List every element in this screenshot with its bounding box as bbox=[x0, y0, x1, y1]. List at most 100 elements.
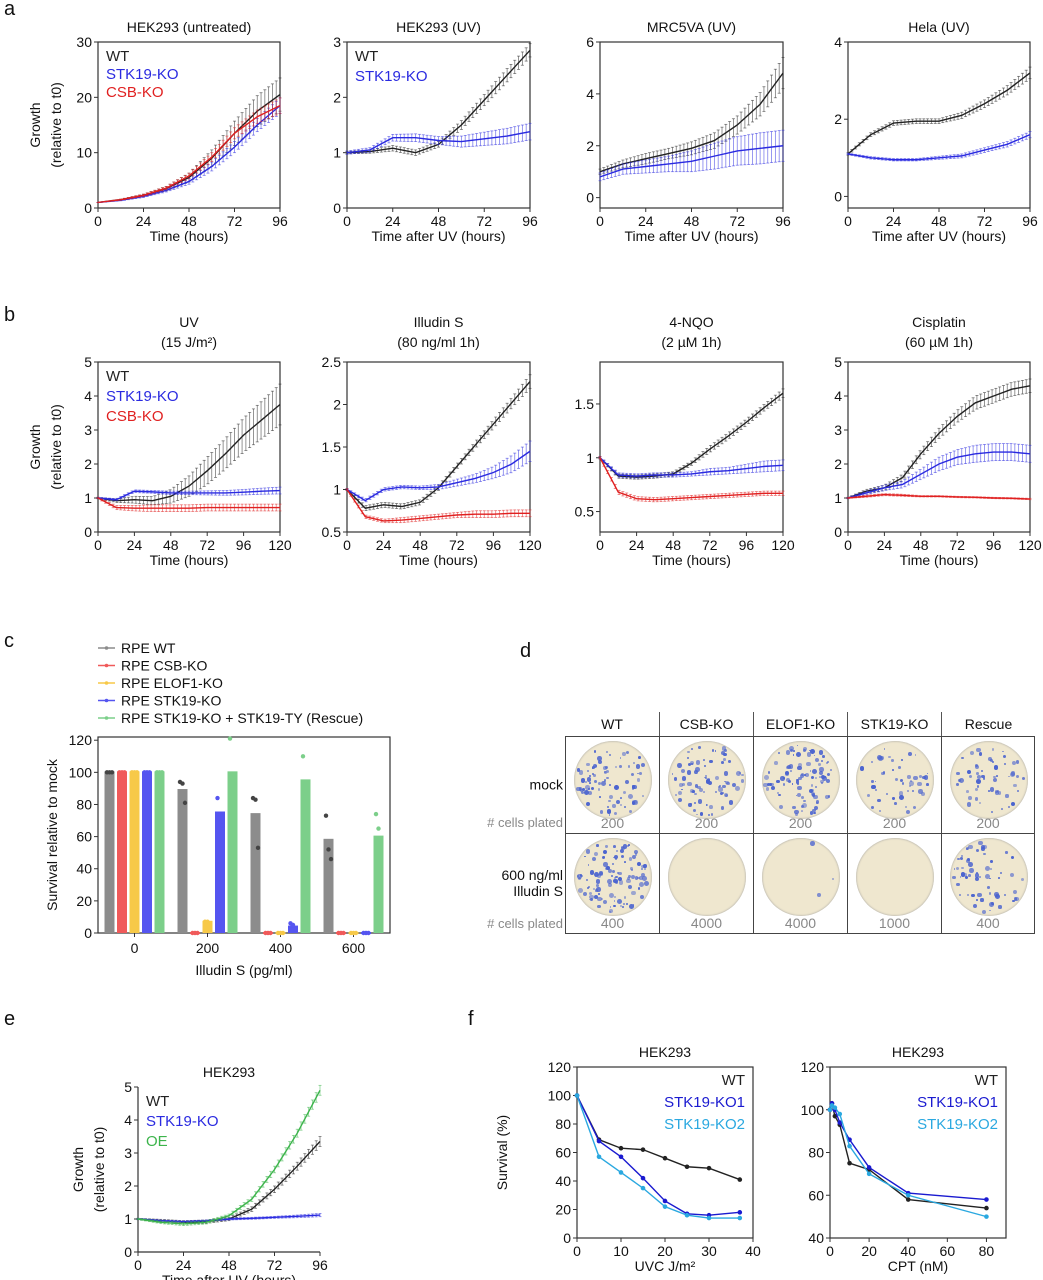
data-point bbox=[984, 1214, 989, 1219]
x-tick-label: 120 bbox=[268, 537, 292, 553]
data-point bbox=[662, 1204, 668, 1209]
colony bbox=[597, 759, 603, 764]
data-point bbox=[905, 1192, 911, 1198]
colony bbox=[785, 749, 791, 755]
culture-plate bbox=[574, 741, 652, 819]
chart-c: 0 20 40 60 80 100 120 0 200 400 600 RPE WT RPE CSB-K… bbox=[44, 640, 391, 978]
x-tick-label: 48 bbox=[412, 537, 428, 553]
colony bbox=[615, 785, 618, 787]
colony bbox=[895, 777, 899, 781]
colony bbox=[586, 801, 591, 807]
colony bbox=[982, 777, 985, 780]
colony bbox=[904, 805, 907, 809]
series-line bbox=[137, 1089, 321, 1225]
colony bbox=[796, 779, 799, 782]
y-axis-label: Growth bbox=[27, 424, 43, 469]
bar bbox=[300, 780, 311, 933]
y-axis-label: (relative to t0) bbox=[48, 404, 64, 490]
colony bbox=[992, 903, 994, 906]
colony bbox=[814, 757, 819, 763]
series-line bbox=[576, 1095, 741, 1181]
colony bbox=[968, 844, 973, 850]
colony bbox=[981, 774, 985, 779]
colony bbox=[613, 812, 617, 816]
y-tick-label: 30 bbox=[76, 34, 92, 50]
y-axis-label: (relative to t0) bbox=[91, 1127, 107, 1213]
colony bbox=[926, 783, 929, 787]
colony bbox=[808, 749, 811, 752]
colony bbox=[616, 871, 619, 875]
y-tick-label: 120 bbox=[69, 732, 93, 748]
chart-e: 0 1 2 3 4 5 0 24 48 72 96 WT STK19-KO OE HEK293 Time af… bbox=[70, 1064, 328, 1280]
data-point bbox=[905, 1197, 911, 1202]
x-axis-label: Time (hours) bbox=[652, 552, 731, 568]
corner-cell bbox=[500, 712, 565, 736]
data-point bbox=[847, 1160, 852, 1166]
colony bbox=[636, 861, 642, 866]
colony bbox=[617, 876, 623, 882]
replicate-point bbox=[280, 930, 286, 936]
series-stk19-ko bbox=[345, 122, 532, 155]
colony bbox=[681, 788, 683, 791]
condition-line: mock bbox=[529, 776, 563, 793]
colony bbox=[894, 802, 897, 805]
series-stk19-ko bbox=[598, 129, 785, 182]
colony bbox=[1000, 872, 1003, 875]
colony bbox=[818, 771, 823, 776]
colony bbox=[883, 748, 886, 751]
legend-label: RPE STK19-KO bbox=[121, 693, 221, 709]
series-line bbox=[576, 1095, 740, 1219]
y-tick-label: 3 bbox=[333, 34, 341, 50]
series-line bbox=[137, 1140, 321, 1224]
plot-frame bbox=[599, 361, 784, 533]
data-point bbox=[574, 1093, 580, 1098]
colony bbox=[699, 812, 704, 817]
data-point bbox=[640, 1147, 646, 1152]
panel-letter-e: e bbox=[4, 1008, 16, 1030]
colony bbox=[624, 860, 626, 863]
colony bbox=[926, 772, 929, 775]
colony bbox=[990, 901, 995, 905]
colony bbox=[605, 845, 608, 848]
y-tick-label: 1 bbox=[84, 490, 92, 506]
colony bbox=[790, 769, 792, 772]
colony bbox=[952, 875, 956, 880]
x-tick-label: 40 bbox=[745, 1243, 761, 1259]
colony bbox=[729, 800, 734, 805]
colony bbox=[585, 780, 588, 783]
colony bbox=[707, 813, 711, 817]
x-axis-label: Time (hours) bbox=[150, 228, 229, 244]
legend-label: WT bbox=[106, 368, 129, 385]
y-tick-label: 4 bbox=[834, 34, 842, 50]
culture-plate bbox=[762, 741, 840, 819]
bar bbox=[288, 926, 298, 933]
colony bbox=[599, 810, 604, 815]
colony bbox=[1003, 893, 1006, 896]
colony bbox=[961, 855, 964, 858]
x-axis-label: Time after UV (hours) bbox=[872, 228, 1006, 244]
y-axis-label: Survival (%) bbox=[494, 1115, 510, 1190]
colony bbox=[635, 764, 640, 769]
colony bbox=[789, 748, 793, 752]
bar bbox=[142, 772, 152, 933]
plate-cell: 4000 bbox=[753, 833, 847, 934]
x-tick-label: 0 bbox=[844, 537, 852, 553]
colony bbox=[597, 781, 601, 785]
plot-frame bbox=[829, 1066, 1007, 1239]
colony bbox=[860, 766, 865, 771]
colony bbox=[589, 774, 591, 777]
colony bbox=[976, 785, 980, 788]
y-tick-label: 2 bbox=[834, 111, 842, 127]
x-tick-label: 24 bbox=[385, 213, 401, 229]
colony bbox=[624, 780, 629, 785]
data-point bbox=[662, 1155, 668, 1161]
cells-plated-count: 1000 bbox=[878, 915, 911, 931]
colony bbox=[960, 857, 964, 860]
series-line bbox=[137, 1214, 321, 1223]
chart-title: (80 ng/ml 1h) bbox=[397, 334, 479, 350]
colony bbox=[726, 781, 730, 786]
colony bbox=[792, 750, 795, 753]
legend-label: RPE CSB-KO bbox=[121, 658, 207, 674]
colony bbox=[827, 772, 831, 776]
